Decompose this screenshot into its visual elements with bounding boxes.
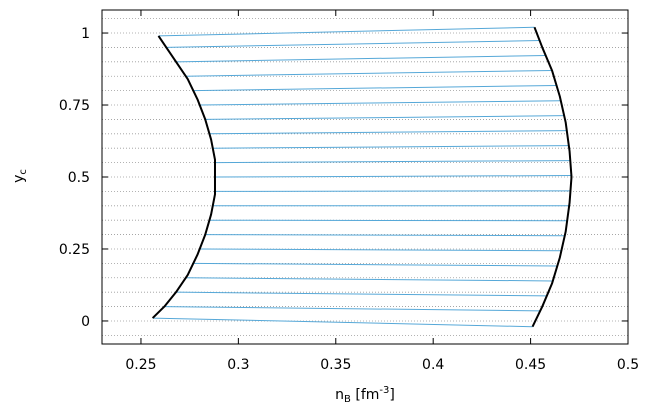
- tie-line: [193, 84, 557, 92]
- tie-line: [185, 69, 553, 77]
- y-tick-label: 0.25: [59, 242, 90, 258]
- tie-line: [152, 317, 533, 328]
- y-tick-label: 1: [81, 26, 90, 42]
- y-tick-label: 0.5: [68, 170, 90, 186]
- tie-line: [209, 219, 568, 222]
- tie-line: [199, 100, 561, 106]
- tie-line: [212, 145, 569, 149]
- left-boundary-curve: [151, 35, 216, 319]
- tielines: [152, 26, 572, 328]
- boundaries: [151, 26, 573, 328]
- x-tick-label: 0.25: [125, 357, 156, 373]
- tie-line: [166, 40, 540, 48]
- y-axis-title: yc: [11, 169, 29, 183]
- tie-line: [205, 234, 565, 237]
- ticks: 0.25 0.3 0.35 0.4 0.45 0.5 0 0.25 0.5 0.75 1: [59, 10, 639, 373]
- x-axis-title: nB [fm-3]: [335, 385, 395, 405]
- tie-line: [193, 262, 558, 267]
- tie-line: [176, 54, 546, 63]
- tie-line: [164, 306, 541, 312]
- y-tick-label: 0.75: [59, 98, 90, 114]
- tie-line: [176, 291, 547, 297]
- x-tick-label: 0.45: [515, 357, 546, 373]
- x-tick-label: 0.35: [320, 357, 351, 373]
- tie-line: [209, 130, 567, 135]
- x-tick-label: 0.4: [422, 357, 444, 373]
- tie-line: [214, 175, 572, 178]
- tie-line: [205, 115, 565, 120]
- tie-line: [214, 160, 571, 164]
- tie-line: [199, 248, 562, 252]
- y-tick-label: 0: [81, 314, 90, 330]
- tie-line: [158, 26, 535, 37]
- tie-line: [185, 277, 553, 282]
- right-boundary-curve: [531, 26, 573, 328]
- x-tick-label: 0.3: [227, 357, 249, 373]
- x-tick-label: 0.5: [617, 357, 639, 373]
- grid: [102, 18, 628, 336]
- tie-line: [214, 190, 571, 192]
